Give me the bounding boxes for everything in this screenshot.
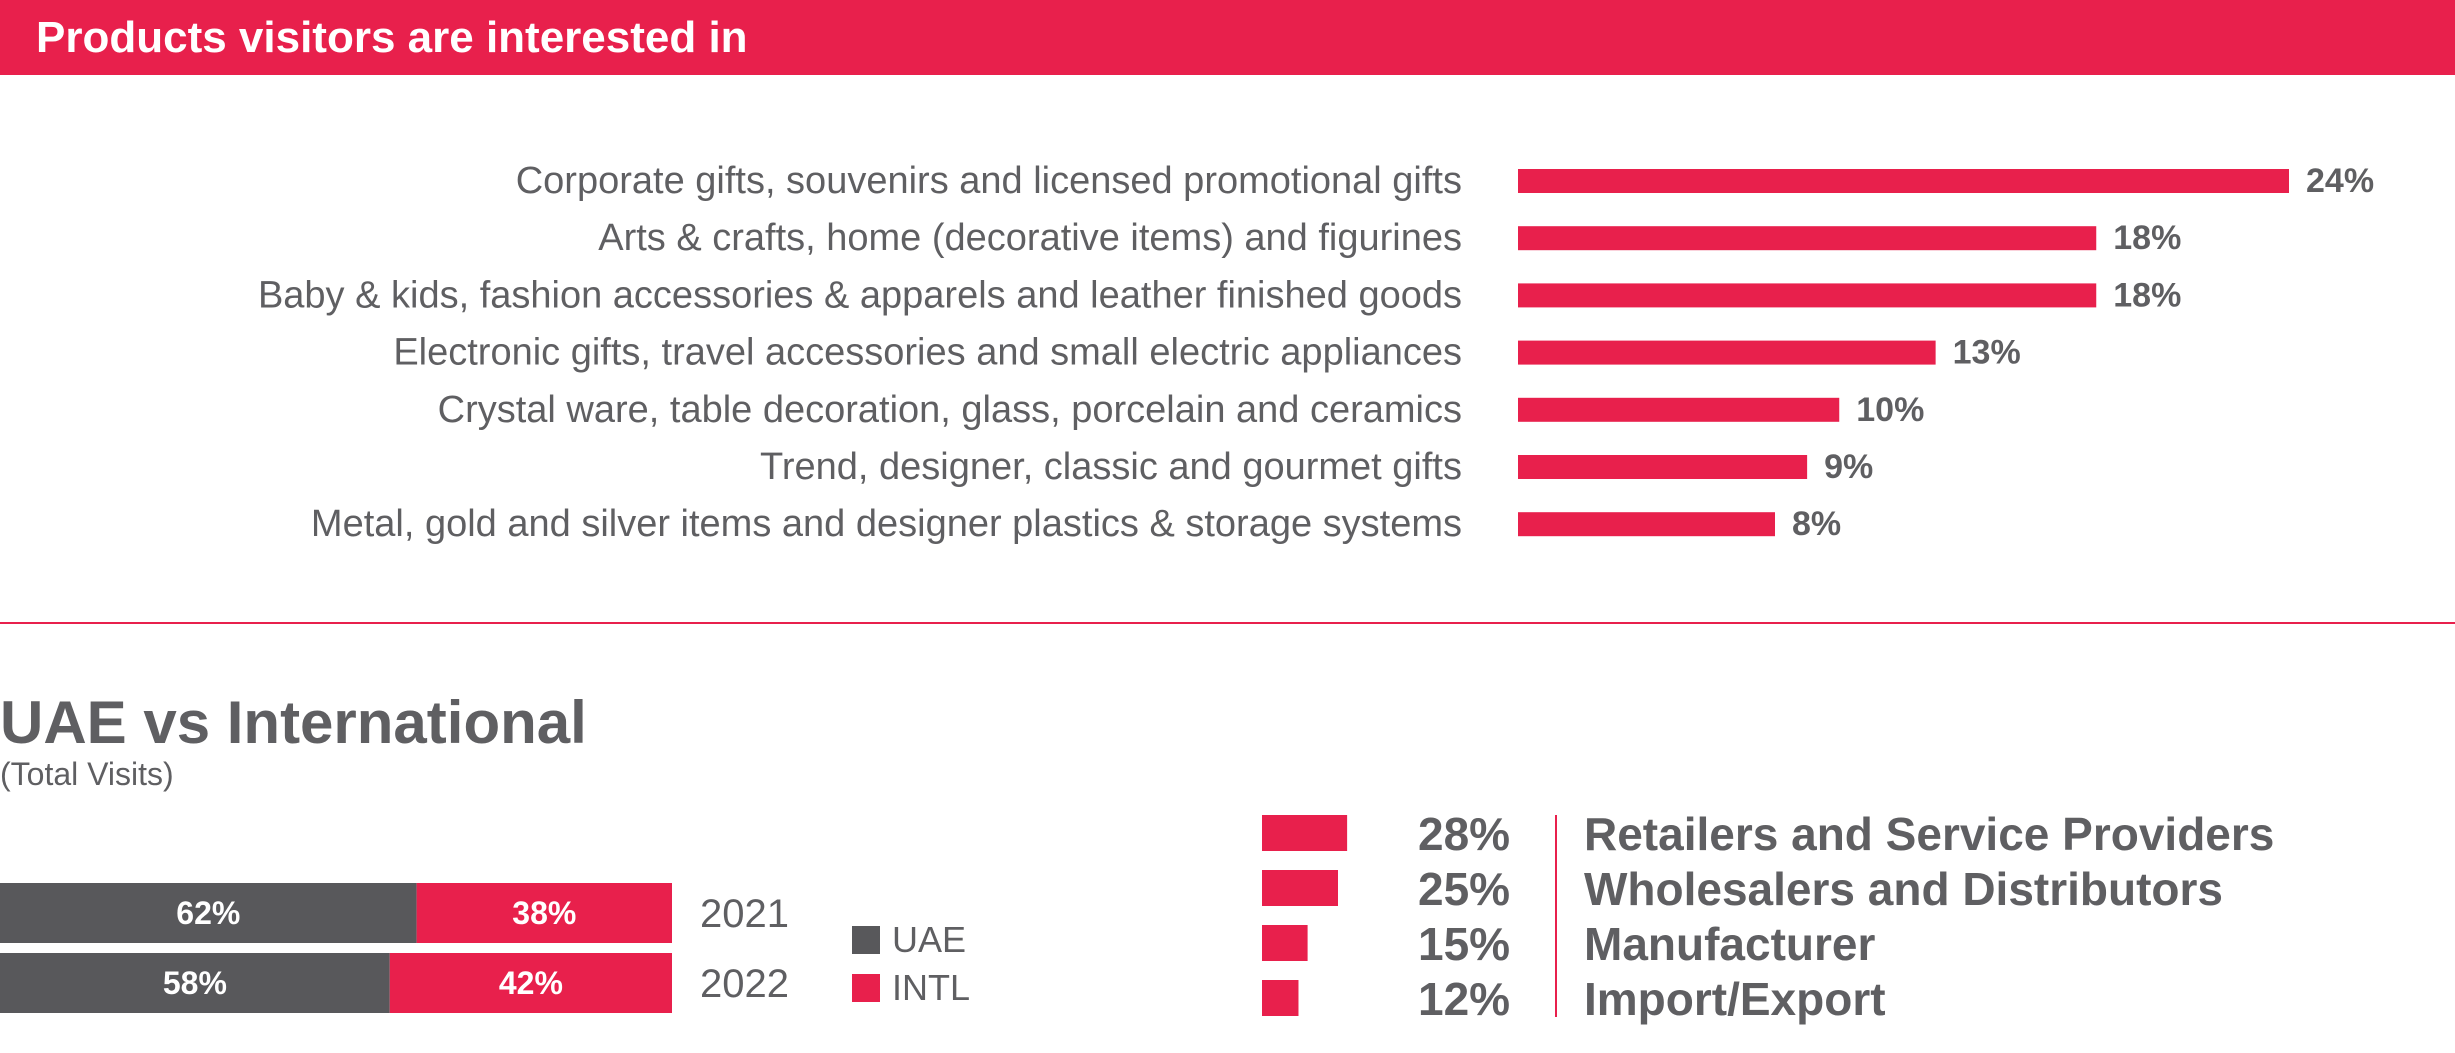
- product-category-label: Corporate gifts, souvenirs and licensed …: [516, 160, 1462, 202]
- legend-label-uae: UAE: [892, 919, 966, 960]
- product-category-label: Electronic gifts, travel accessories and…: [393, 332, 1462, 374]
- product-value-label: 18%: [2113, 276, 2181, 314]
- header-band: [0, 0, 2455, 75]
- legend-swatch-uae: [852, 926, 880, 954]
- product-bar: [1518, 169, 2289, 193]
- visitor-type-divider: [1555, 815, 1557, 1017]
- product-value-label: 13%: [1953, 334, 2021, 372]
- year-label: 2021: [700, 892, 789, 936]
- page-title: Products visitors are interested in: [36, 13, 748, 62]
- year-label: 2022: [700, 962, 789, 1006]
- visitor-type-bar: [1262, 980, 1299, 1016]
- visitor-type-label: Wholesalers and Distributors: [1584, 863, 2223, 915]
- visitor-type-bar: [1262, 815, 1348, 851]
- visitor-type-value-label: 28%: [1418, 808, 1510, 860]
- stacked-bar-value-label: 58%: [163, 965, 227, 1001]
- visitor-type-label: Import/Export: [1584, 973, 1886, 1025]
- visitor-type-value-label: 25%: [1418, 863, 1510, 915]
- product-value-label: 10%: [1856, 391, 1924, 429]
- visitor-type-bar: [1262, 870, 1338, 906]
- product-value-label: 24%: [2306, 162, 2374, 200]
- product-category-label: Arts & crafts, home (decorative items) a…: [598, 217, 1462, 259]
- uae-section-title: UAE vs International: [0, 689, 587, 756]
- product-category-label: Crystal ware, table decoration, glass, p…: [438, 389, 1462, 431]
- stacked-bar-value-label: 42%: [499, 965, 563, 1001]
- product-bar: [1518, 397, 1840, 422]
- uae-section-subtitle: (Total Visits): [0, 756, 174, 792]
- stacked-bar-segment-uae: [0, 883, 417, 943]
- product-value-label: 18%: [2113, 219, 2181, 257]
- stacked-bar-segment-intl: [416, 883, 672, 943]
- product-bar: [1518, 512, 1775, 537]
- legend-swatch-intl: [852, 974, 880, 1002]
- product-bar: [1518, 340, 1936, 365]
- visitor-type-bar: [1262, 925, 1308, 961]
- visitor-type-value-label: 12%: [1418, 973, 1510, 1025]
- stacked-bar-value-label: 38%: [512, 895, 576, 931]
- product-value-label: 9%: [1824, 448, 1873, 486]
- product-category-label: Baby & kids, fashion accessories & appar…: [258, 274, 1462, 316]
- section-divider: [0, 622, 2455, 624]
- visitor-type-value-label: 15%: [1418, 918, 1510, 970]
- stacked-bar-value-label: 62%: [176, 895, 240, 931]
- stacked-bar-segment-intl: [389, 953, 672, 1013]
- product-bar: [1518, 283, 2097, 308]
- visitor-type-label: Retailers and Service Providers: [1584, 808, 2274, 860]
- product-value-label: 8%: [1792, 505, 1841, 543]
- product-category-label: Trend, designer, classic and gourmet gif…: [760, 446, 1462, 488]
- product-bar: [1518, 226, 2097, 251]
- product-bar: [1518, 455, 1808, 479]
- visitor-type-label: Manufacturer: [1584, 918, 1875, 970]
- legend-label-intl: INTL: [892, 967, 970, 1008]
- stacked-bar-segment-uae: [0, 953, 390, 1013]
- product-category-label: Metal, gold and silver items and designe…: [311, 503, 1462, 545]
